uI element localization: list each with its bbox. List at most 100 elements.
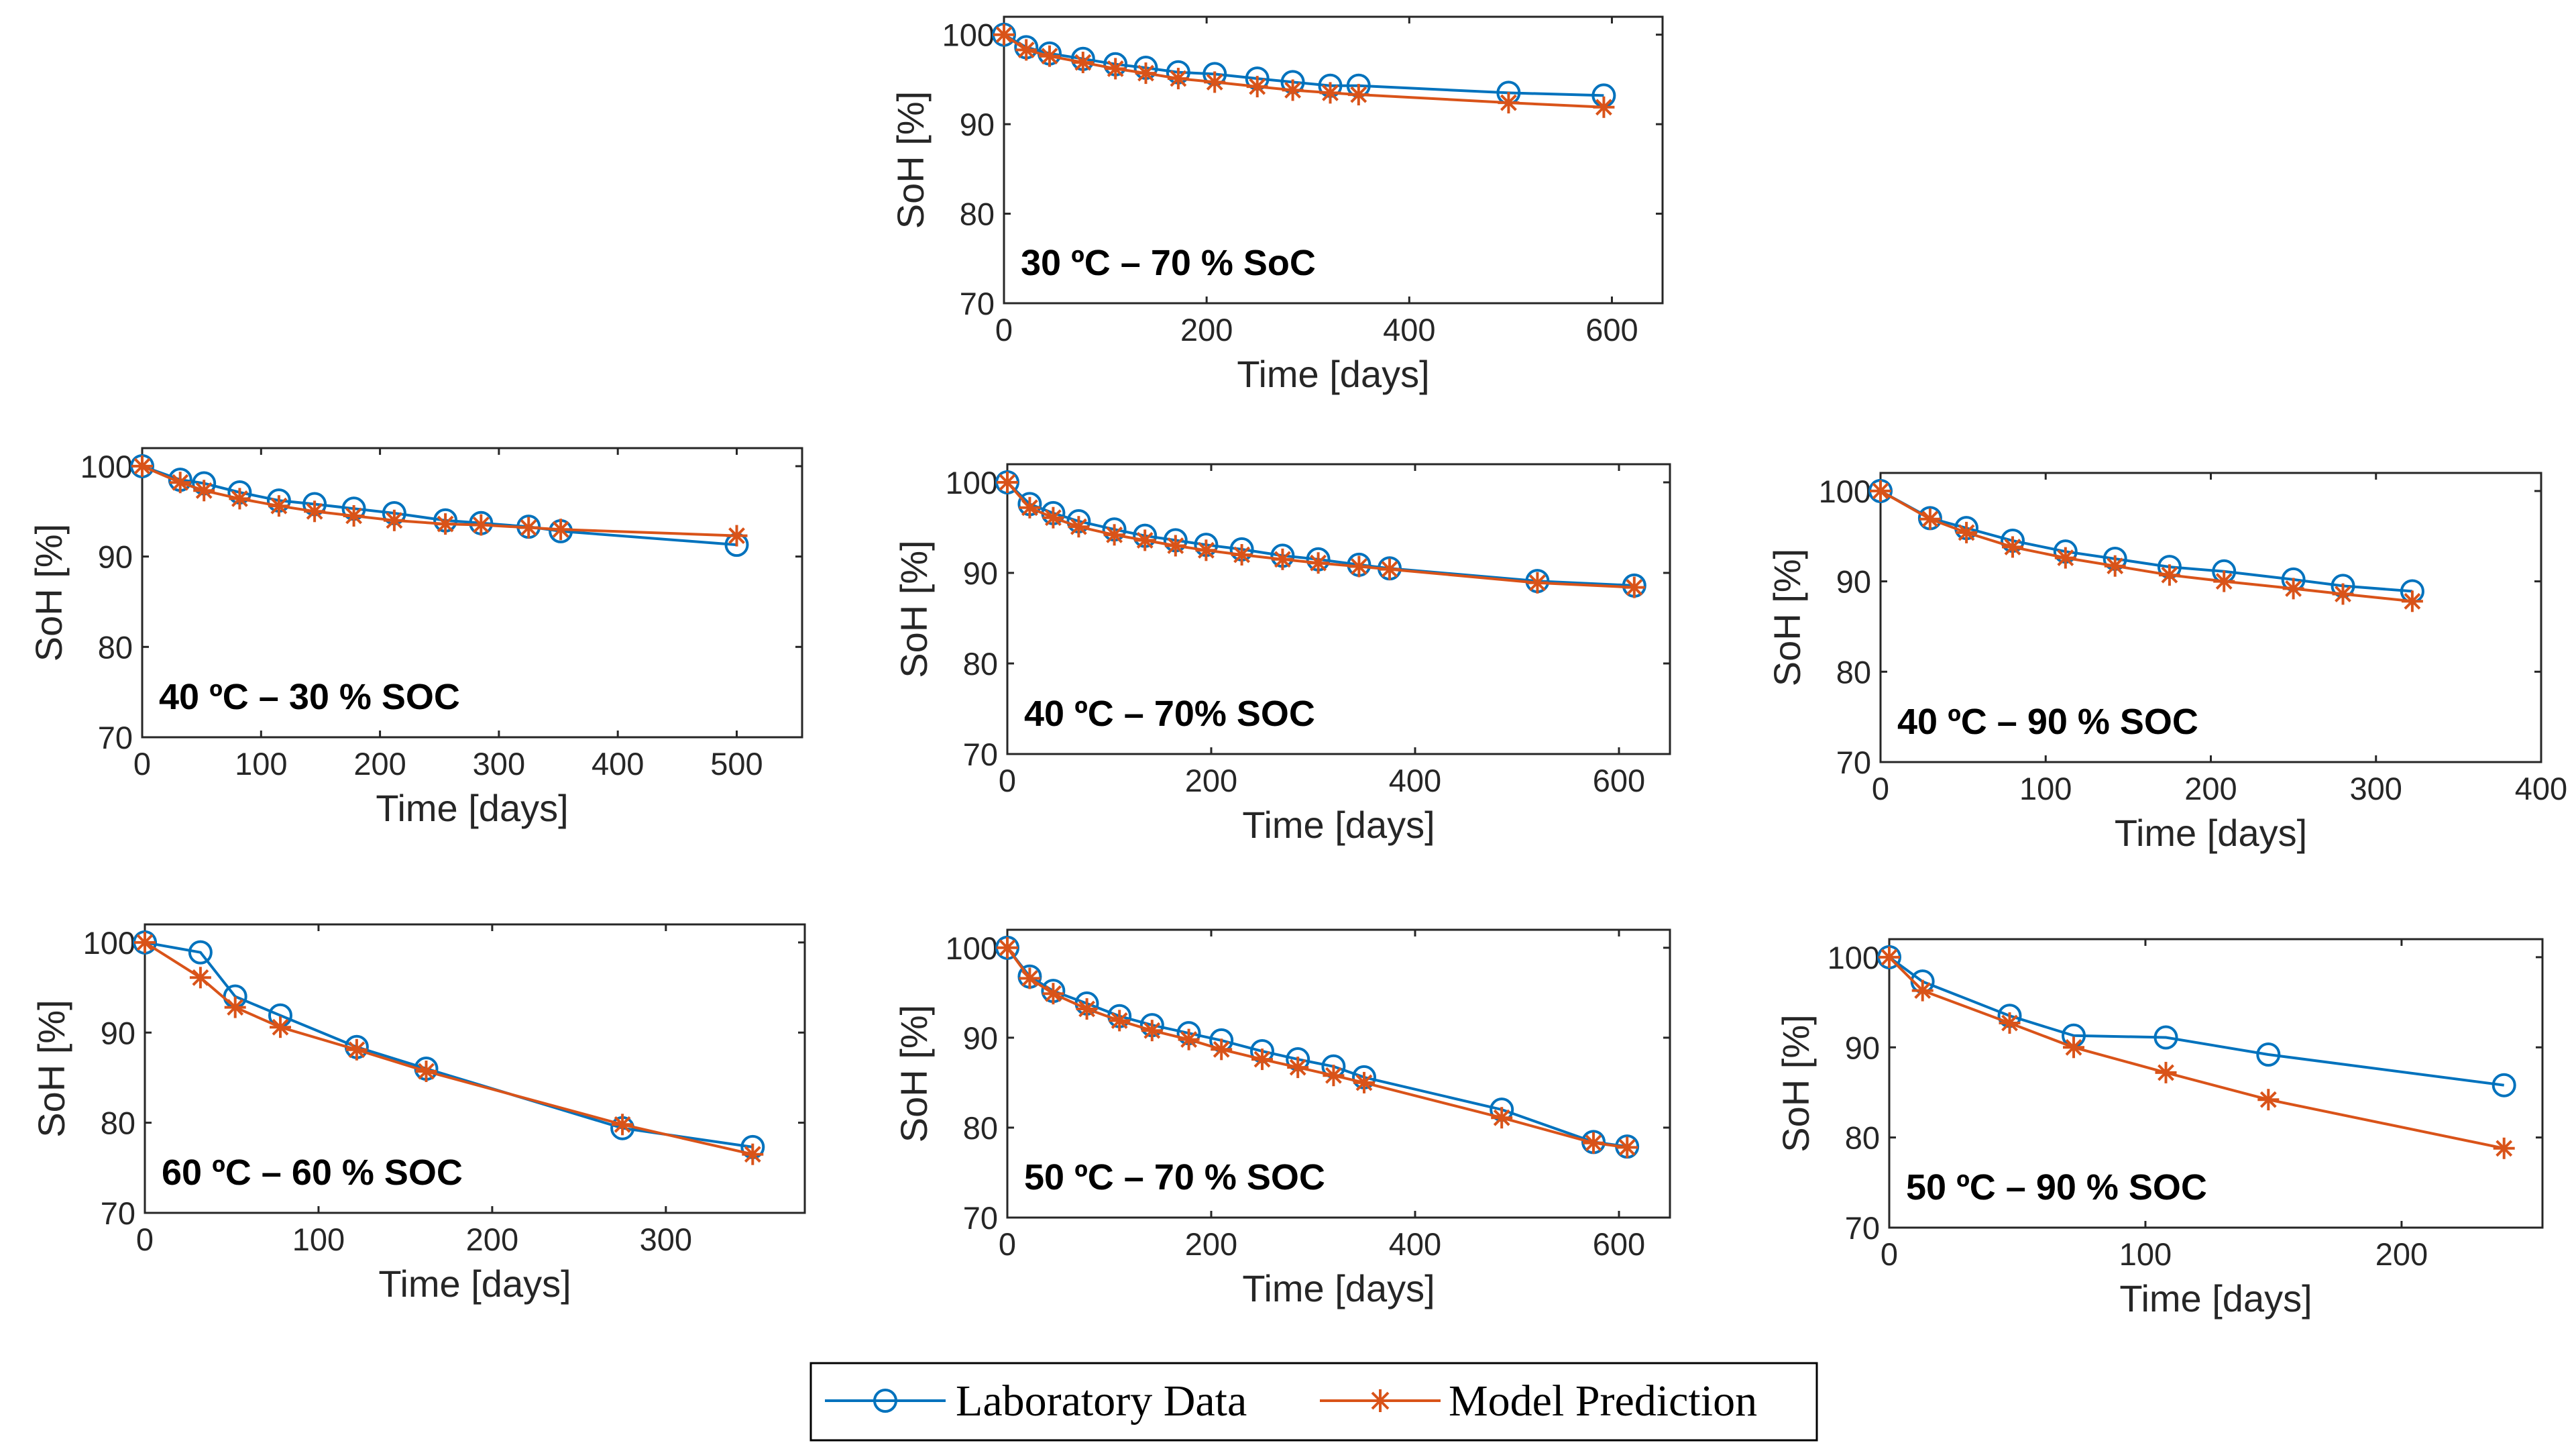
- marker-stroke: [1626, 579, 1643, 596]
- model-prediction-point: [1072, 52, 1094, 74]
- model-prediction-point: [2401, 590, 2423, 612]
- condition-annotation: 50 ºC – 90 % SOC: [1906, 1167, 2207, 1208]
- marker-stroke: [1017, 41, 1035, 58]
- marker-stroke: [1921, 511, 1939, 528]
- marker-stroke: [1881, 949, 1898, 966]
- x-axis-label: Time [days]: [1242, 804, 1435, 846]
- model-prediction-point: [612, 1114, 634, 1136]
- plot-frame: [1006, 928, 1671, 1219]
- marker-stroke: [1274, 551, 1291, 568]
- x-tick-label: 0: [999, 1226, 1016, 1262]
- x-tick-label: 100: [2119, 1236, 2172, 1272]
- model-prediction-point: [1246, 76, 1268, 98]
- marker-stroke: [1528, 574, 1546, 592]
- model-prediction-point: [1956, 521, 1978, 543]
- marker-stroke: [1136, 531, 1154, 549]
- marker-stroke: [306, 502, 323, 520]
- marker-stroke: [744, 1146, 761, 1163]
- x-tick-label: 0: [1881, 1236, 1898, 1272]
- y-tick-label: 90: [1845, 1030, 1880, 1065]
- marker-stroke: [2285, 580, 2302, 597]
- model-prediction-point: [742, 1143, 764, 1165]
- model-prediction-point: [134, 931, 156, 953]
- model-prediction-point: [1042, 983, 1064, 1005]
- marker-stroke: [2057, 549, 2074, 567]
- x-tick-label: 400: [1383, 312, 1435, 347]
- model-prediction-point: [229, 488, 251, 510]
- model-prediction-point: [1167, 68, 1189, 90]
- legend-model-label: Model Prediction: [1449, 1377, 1757, 1426]
- marker-stroke: [1078, 1000, 1096, 1018]
- x-tick-label: 500: [710, 746, 763, 782]
- x-tick-label: 200: [2184, 771, 2237, 806]
- x-axis-label: Time [days]: [2119, 1277, 2312, 1320]
- model-prediction-point: [1323, 1065, 1345, 1087]
- model-prediction-point: [1251, 1049, 1273, 1071]
- plot-frame: [1888, 938, 2544, 1229]
- marker-stroke: [192, 969, 209, 986]
- model-prediction-point: [550, 519, 572, 541]
- chart-p50_90: 0 100 200 70 80 90 100 Time [days] SoH [%] 50 ºC …: [1775, 938, 2544, 1320]
- model-prediction-point: [1919, 508, 1941, 530]
- condition-annotation: 40 ºC – 30 % SOC: [159, 677, 460, 717]
- model-prediction-point: [1623, 576, 1645, 598]
- marker-stroke: [2065, 1038, 2082, 1056]
- model-prediction-point: [2257, 1089, 2280, 1111]
- y-tick-label: 100: [942, 17, 995, 53]
- marker-stroke: [995, 26, 1013, 44]
- y-tick-label: 80: [963, 646, 998, 682]
- x-tick-label: 300: [640, 1222, 692, 1257]
- lab-data-point: [2491, 1073, 2516, 1097]
- marker-stroke: [1044, 509, 1062, 527]
- model-prediction-point: [1379, 558, 1400, 580]
- model-prediction-point: [1068, 516, 1090, 538]
- marker-stroke: [227, 999, 244, 1016]
- marker-stroke: [1197, 541, 1215, 559]
- x-axis-label: Time [days]: [1237, 353, 1429, 395]
- marker-stroke: [2004, 538, 2021, 555]
- legend-lab-marker: [873, 1389, 897, 1413]
- model-prediction-point: [1231, 544, 1253, 566]
- model-prediction-point: [1135, 62, 1157, 85]
- x-tick-label: 0: [999, 763, 1016, 798]
- marker-stroke: [1325, 1067, 1342, 1084]
- marker-stroke: [1206, 73, 1223, 91]
- y-tick-label: 80: [98, 629, 133, 665]
- marker-stroke: [1249, 78, 1266, 95]
- y-tick-label: 80: [101, 1106, 135, 1141]
- x-tick-label: 400: [1389, 763, 1441, 798]
- marker-stroke: [231, 490, 248, 507]
- model-prediction-point: [224, 996, 246, 1018]
- y-tick-label: 70: [963, 737, 998, 772]
- x-tick-label: 0: [133, 746, 151, 782]
- model-prediction-point: [2155, 1061, 2177, 1083]
- y-tick-label: 80: [960, 197, 995, 232]
- model-prediction-point: [1616, 1136, 1638, 1159]
- marker-stroke: [999, 474, 1016, 491]
- condition-annotation: 40 ºC – 70% SOC: [1024, 694, 1315, 734]
- x-tick-label: 200: [1185, 763, 1237, 798]
- model-prediction-point: [2332, 583, 2354, 605]
- model-prediction-point: [1019, 967, 1041, 989]
- lab-data-line: [1003, 33, 1604, 97]
- x-axis-label: Time [days]: [376, 787, 568, 829]
- marker-stroke: [1044, 985, 1062, 1002]
- marker-stroke: [614, 1116, 631, 1133]
- y-tick-label: 100: [946, 930, 998, 966]
- model-prediction-point: [1879, 946, 1900, 968]
- marker-stroke: [1500, 94, 1517, 111]
- x-axis-label: Time [days]: [2115, 812, 2307, 854]
- model-prediction-point: [1593, 96, 1615, 118]
- model-prediction-point: [1042, 506, 1064, 529]
- y-tick-label: 80: [963, 1110, 998, 1146]
- legend: Laboratory Data Model Prediction: [809, 1362, 1818, 1442]
- model-prediction-point: [1287, 1057, 1309, 1079]
- lab-data-point: [2153, 1025, 2178, 1050]
- model-prediction-point: [383, 509, 405, 531]
- chart-p50_70: 0 200 400 600 70 80 90 100 Time [days] SoH [%] 50 …: [893, 928, 1671, 1309]
- model-prediction-point: [2213, 570, 2235, 592]
- x-tick-label: 100: [292, 1222, 345, 1257]
- marker-stroke: [172, 474, 189, 491]
- y-tick-label: 90: [101, 1015, 135, 1051]
- model-prediction-point: [1178, 1028, 1200, 1051]
